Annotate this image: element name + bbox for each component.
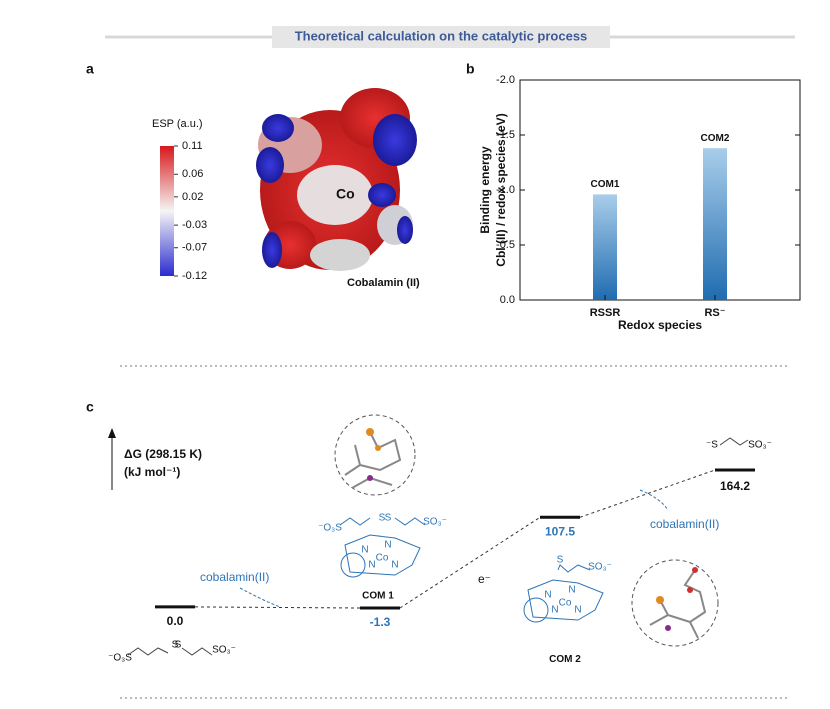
- level-label: 107.5: [545, 524, 575, 538]
- colorbar-tick-label: -0.07: [182, 242, 207, 254]
- structure-label: S: [379, 513, 386, 524]
- annotation: e⁻: [478, 572, 491, 586]
- colorbar: [160, 146, 174, 276]
- annotation-arrow: [639, 489, 669, 511]
- structure-label: SO₃⁻: [212, 645, 236, 656]
- structure-label: Co: [376, 553, 389, 564]
- bar-annotation: COM1: [591, 179, 620, 190]
- colorbar-tick-label: 0.06: [182, 168, 203, 180]
- axis-arrow-head: [108, 428, 116, 438]
- y-axis-label: Binding energy: [478, 146, 492, 234]
- structure-label: ⁻S: [706, 440, 718, 451]
- connector: [399, 516, 541, 609]
- y-axis-label: Cbl (II) / redox species (eV): [494, 113, 508, 266]
- connector: [194, 606, 361, 609]
- connector: [579, 469, 716, 518]
- atom-label: Co: [336, 186, 355, 202]
- structure-label: N: [384, 540, 391, 551]
- panel-label: b: [466, 61, 475, 77]
- structure-label: N: [368, 560, 375, 571]
- colorbar-tick-label: -0.03: [182, 219, 207, 231]
- structure-label: N: [574, 605, 581, 616]
- structure-label: S: [175, 640, 182, 651]
- structure-label: N: [544, 590, 551, 601]
- colorbar-tick-label: 0.02: [182, 191, 203, 203]
- level-label: 0.0: [167, 614, 184, 628]
- structure-label: SO₃⁻: [423, 517, 447, 528]
- level-name: COM 1: [362, 591, 394, 602]
- colorbar-tick-label: 0.11: [182, 140, 203, 152]
- esp-surface: [256, 88, 417, 271]
- colorbar-tick-label: -0.12: [182, 270, 207, 282]
- y-tick-label: 0.0: [500, 294, 515, 306]
- structure-label: S: [385, 513, 392, 524]
- annotation: cobalamin(II): [650, 517, 719, 531]
- level-label: 164.2: [720, 479, 750, 493]
- x-tick-label: RS⁻: [704, 307, 725, 319]
- level-label: -1.3: [370, 615, 391, 629]
- complex-drawings: [339, 517, 604, 623]
- y-tick-label: -1.0: [496, 184, 515, 196]
- header: Theoretical calculation on the catalytic…: [295, 28, 588, 43]
- panel-label: a: [86, 61, 94, 77]
- bar-annotation: COM2: [701, 133, 730, 144]
- y-axis-label: (kJ mol⁻¹): [124, 465, 180, 479]
- structure-label: N: [568, 585, 575, 596]
- structure-label: N: [391, 560, 398, 571]
- header-box: [272, 26, 610, 48]
- annotation: cobalamin(II): [200, 570, 269, 584]
- structure-label: N: [551, 605, 558, 616]
- structure-label: ⁻O₃S: [108, 653, 132, 664]
- bar: [703, 148, 727, 300]
- ball-stick: [334, 414, 719, 647]
- plot-frame: [519, 79, 801, 301]
- colorbar-title: ESP (a.u.): [152, 118, 203, 130]
- x-tick-label: RSSR: [590, 307, 621, 319]
- bar: [593, 194, 617, 300]
- level-name: COM 2: [549, 654, 581, 665]
- y-axis-label: ΔG (298.15 K): [124, 447, 202, 461]
- x-axis-label: Redox species: [618, 318, 702, 332]
- y-tick-label: -0.5: [496, 239, 515, 251]
- y-tick-label: -1.5: [496, 129, 515, 141]
- structure-label: S: [557, 555, 564, 566]
- structure-label: S: [172, 640, 179, 651]
- structure-label: SO₃⁻: [588, 562, 612, 573]
- annotation-arrow: [239, 587, 281, 608]
- panel-label: c: [86, 399, 94, 415]
- molecule-name: Cobalamin (II): [347, 277, 420, 289]
- molecule-drawings: [127, 437, 749, 656]
- structure-label: N: [361, 545, 368, 556]
- y-tick-label: -2.0: [496, 74, 515, 86]
- structure-label: ⁻O₃S: [318, 523, 342, 534]
- structure-label: Co: [559, 598, 572, 609]
- structure-label: SO₃⁻: [748, 440, 772, 451]
